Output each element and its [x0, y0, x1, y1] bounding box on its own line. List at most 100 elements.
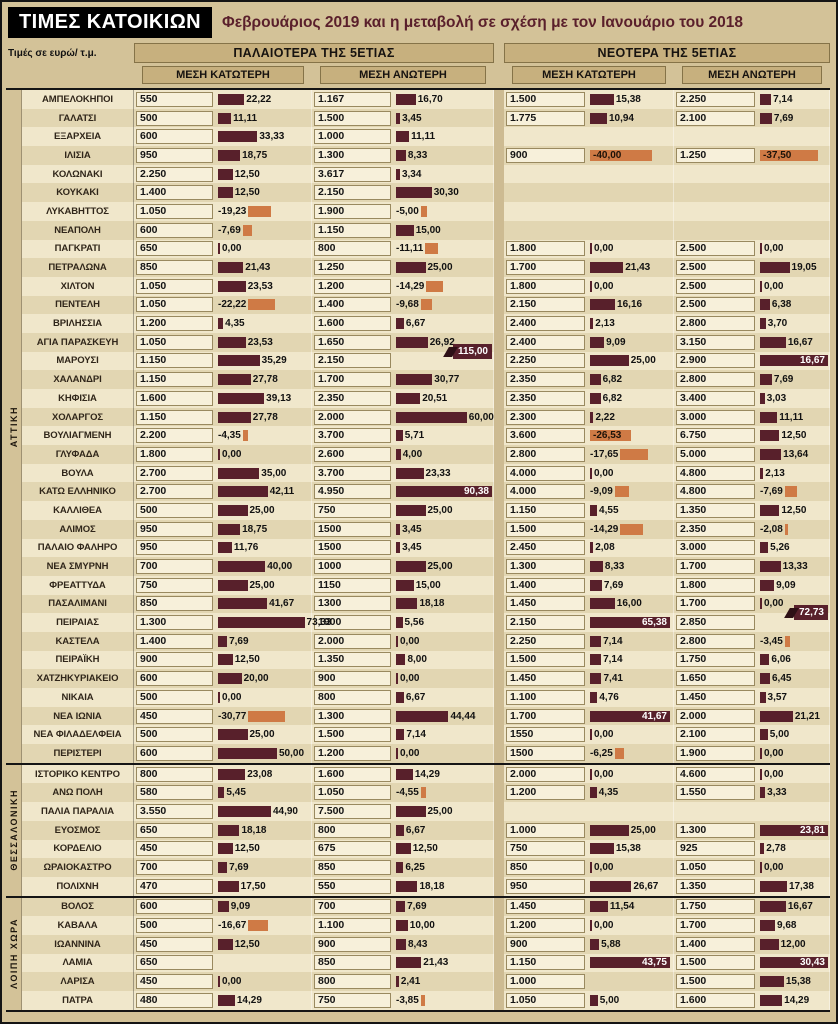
pct-change-cell: 8,33 [394, 146, 494, 165]
pct-change-cell: 13,33 [758, 557, 830, 576]
price-value: 1.200 [506, 785, 585, 801]
pct-label: 73,33 [306, 617, 332, 629]
pct-change-cell: 23,53 [216, 276, 312, 296]
pct-change-cell: 23,33 [394, 463, 494, 483]
change-bar [248, 710, 285, 722]
pct-label: 40,00 [267, 561, 293, 573]
group-gap [494, 164, 504, 184]
pct-label: 6,82 [602, 374, 623, 386]
pct-change-cell: 22,22 [216, 90, 312, 109]
pct-label: 6,38 [771, 299, 792, 311]
price-cell: 1.800 [504, 277, 588, 296]
pct-change-cell: 8,00 [394, 650, 494, 670]
price-cell: 7.500 [312, 802, 394, 821]
pct-change-cell: 0,00 [588, 916, 674, 935]
pct-label: -9,09 [590, 486, 613, 498]
pct-change-cell: 9,09 [588, 332, 674, 352]
change-bar [760, 374, 772, 386]
change-bar [784, 635, 791, 647]
group-gap [494, 669, 504, 688]
price-value: 2.800 [676, 316, 755, 332]
area-name: ΦΡΕΑΤΤΥΔΑ [22, 575, 134, 595]
pct-label: 27,78 [252, 374, 278, 386]
subheader-spacer [6, 66, 134, 84]
table-row: ΑΜΠΕΛΟΚΗΠΟΙ 550 22,22 1.167 16,70 1.500 15,38 2… [22, 90, 830, 109]
change-bar [590, 243, 592, 255]
price-value: 2.700 [136, 465, 213, 481]
pct-change-cell: 25,00 [394, 501, 494, 520]
pct-change-cell: 44,44 [394, 706, 494, 726]
change-bar [396, 729, 405, 741]
price-value: 1.200 [314, 278, 391, 294]
price-cell: 750 [312, 501, 394, 520]
pct-label: 6,67 [405, 318, 426, 330]
area-name: ΠΕΙΡΑΙΑΣ [22, 613, 134, 632]
pct-change-cell: 16,67 [758, 332, 830, 352]
pct-change-cell: 30,77 [394, 370, 494, 389]
price-value: 2.150 [506, 297, 585, 313]
price-cell: 1.500 [312, 109, 394, 128]
change-bar [396, 523, 401, 535]
pct-change-cell: 12,50 [216, 839, 312, 859]
price-cell [674, 183, 758, 202]
area-name: ΠΑΛΙΑ ΠΑΡΑΛΙΑ [22, 802, 134, 821]
group-gap [494, 613, 504, 632]
price-value: 1.050 [136, 278, 213, 294]
change-bar [590, 579, 602, 591]
price-cell: 1.750 [674, 651, 758, 670]
change-bar [218, 976, 220, 988]
price-cell: 4.000 [504, 482, 588, 501]
price-value: 1.050 [136, 334, 213, 350]
pct-label: 21,43 [423, 957, 449, 969]
price-cell: 900 [504, 146, 588, 165]
change-bar: -37,50 [760, 149, 819, 161]
pct-label: 0,00 [764, 862, 784, 874]
pct-label: 12,50 [234, 938, 260, 950]
pct-change-cell: -4,55 [394, 783, 494, 803]
change-bar [760, 318, 766, 330]
table-row: ΓΛΥΦΑΔΑ 1.800 0,00 2.600 4,00 2.800 -17,65 5.00… [22, 445, 830, 464]
price-value: 2.900 [676, 353, 755, 369]
price-cell: 800 [312, 821, 394, 840]
pct-label: 15,38 [615, 93, 641, 105]
table-row: ΛΥΚΑΒΗΤΤΟΣ 1.050 -19,23 1.900 -5,00 [22, 202, 830, 221]
price-value: 4.800 [676, 484, 755, 500]
group-gap [494, 332, 504, 352]
change-bar [218, 787, 225, 799]
pct-change-cell: 11,54 [588, 897, 674, 917]
change-bar [760, 938, 779, 950]
area-name: ΓΑΛΑΤΣΙ [22, 108, 134, 128]
price-value: 2.250 [506, 633, 585, 649]
price-value: 1.150 [136, 409, 213, 425]
price-cell: 900 [504, 935, 588, 954]
change-bar [590, 729, 592, 741]
change-bar [218, 901, 229, 913]
pct-label: 18,75 [242, 149, 268, 161]
price-cell: 1.650 [312, 333, 394, 352]
change-bar [218, 994, 235, 1006]
area-name: ΙΣΤΟΡΙΚΟ ΚΕΝΤΡΟ [22, 764, 134, 784]
table-row: ΚΑΒΑΛΑ 500 -16,67 1.100 10,00 1.200 0,00 1.700 9… [22, 916, 830, 935]
price-cell: 1.167 [312, 90, 394, 109]
pct-change-cell: 12,00 [758, 934, 830, 954]
pct-change-cell [758, 183, 830, 203]
price-value: 1.100 [506, 689, 585, 705]
price-value: 2.150 [314, 353, 391, 369]
pct-label: 0,00 [400, 673, 420, 685]
price-value: 900 [136, 652, 213, 668]
pct-change-cell [758, 220, 830, 240]
change-bar [760, 768, 762, 780]
table-body: ΑΤΤΙΚΗ ΑΜΠΕΛΟΚΗΠΟΙ 550 22,22 1.167 16,70 1.500… [6, 88, 830, 1012]
pct-label: 7,69 [407, 901, 427, 913]
price-cell: 4.000 [504, 464, 588, 483]
price-value: 850 [136, 260, 213, 276]
area-name: ΠΟΛΙΧΝΗ [22, 876, 134, 896]
price-cell: 1.050 [134, 333, 216, 352]
pct-change-cell [588, 202, 674, 221]
price-value: 800 [136, 766, 213, 782]
pct-label: 33,33 [259, 131, 285, 143]
table-row: ΩΡΑΙΟΚΑΣΤΡΟ 700 7,69 850 6,25 850 0,00 1.050 0,0… [22, 858, 830, 877]
group-gap [494, 463, 504, 483]
change-bar: 30,43 [760, 957, 828, 969]
price-cell: 2.150 [504, 613, 588, 632]
